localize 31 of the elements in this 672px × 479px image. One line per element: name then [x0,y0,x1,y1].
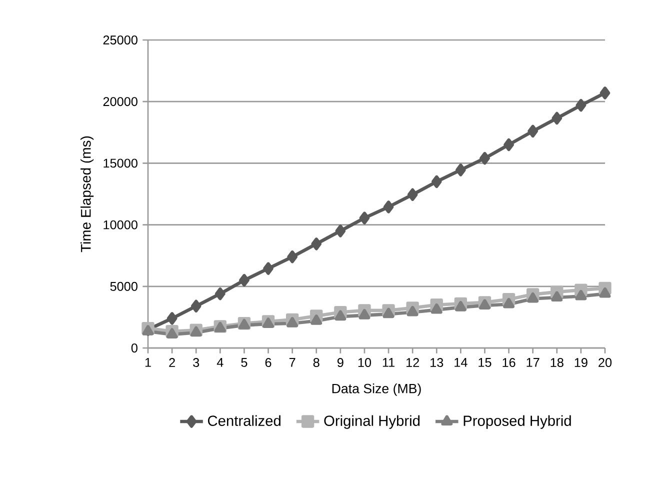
x-tick-label: 9 [337,358,344,368]
y-tick-label: 0 [131,344,138,352]
x-tick-label: 15 [478,358,492,367]
y-axis-title: Time Elapsed (ms) [80,136,94,252]
x-tick-label: 4 [216,358,224,367]
x-tick-label: 12 [406,358,419,367]
x-tick-label: 10 [358,358,372,368]
y-tick-label: 10000 [104,220,138,230]
x-tick-label: 16 [502,358,516,368]
y-tick-label: 15000 [104,158,138,168]
x-tick-label: 18 [550,358,564,368]
x-tick-label: 2 [169,358,175,367]
y-tick-label: 25000 [103,36,138,44]
x-tick-label: 8 [313,358,320,368]
x-tick-label: 11 [382,358,394,367]
legend-label: Original Hybrid [324,415,420,429]
legend-label: Centralized [208,415,280,426]
x-axis-title: Data Size (MB) [332,384,421,396]
x-tick-label: 3 [193,358,200,368]
y-tick-label: 20000 [103,97,138,106]
legend-label: Proposed Hybrid [464,415,571,429]
x-tick-label: 1 [145,358,151,367]
x-tick-label: 13 [430,358,444,368]
y-tick-label: 5000 [110,282,138,291]
x-tick-label: 19 [574,358,588,368]
x-tick-label: 17 [526,358,540,367]
x-tick-label: 5 [241,358,248,367]
x-tick-label: 7 [289,358,296,367]
x-tick-label: 14 [454,358,468,367]
x-tick-label: 6 [265,358,272,368]
x-tick-label: 20 [598,358,612,368]
